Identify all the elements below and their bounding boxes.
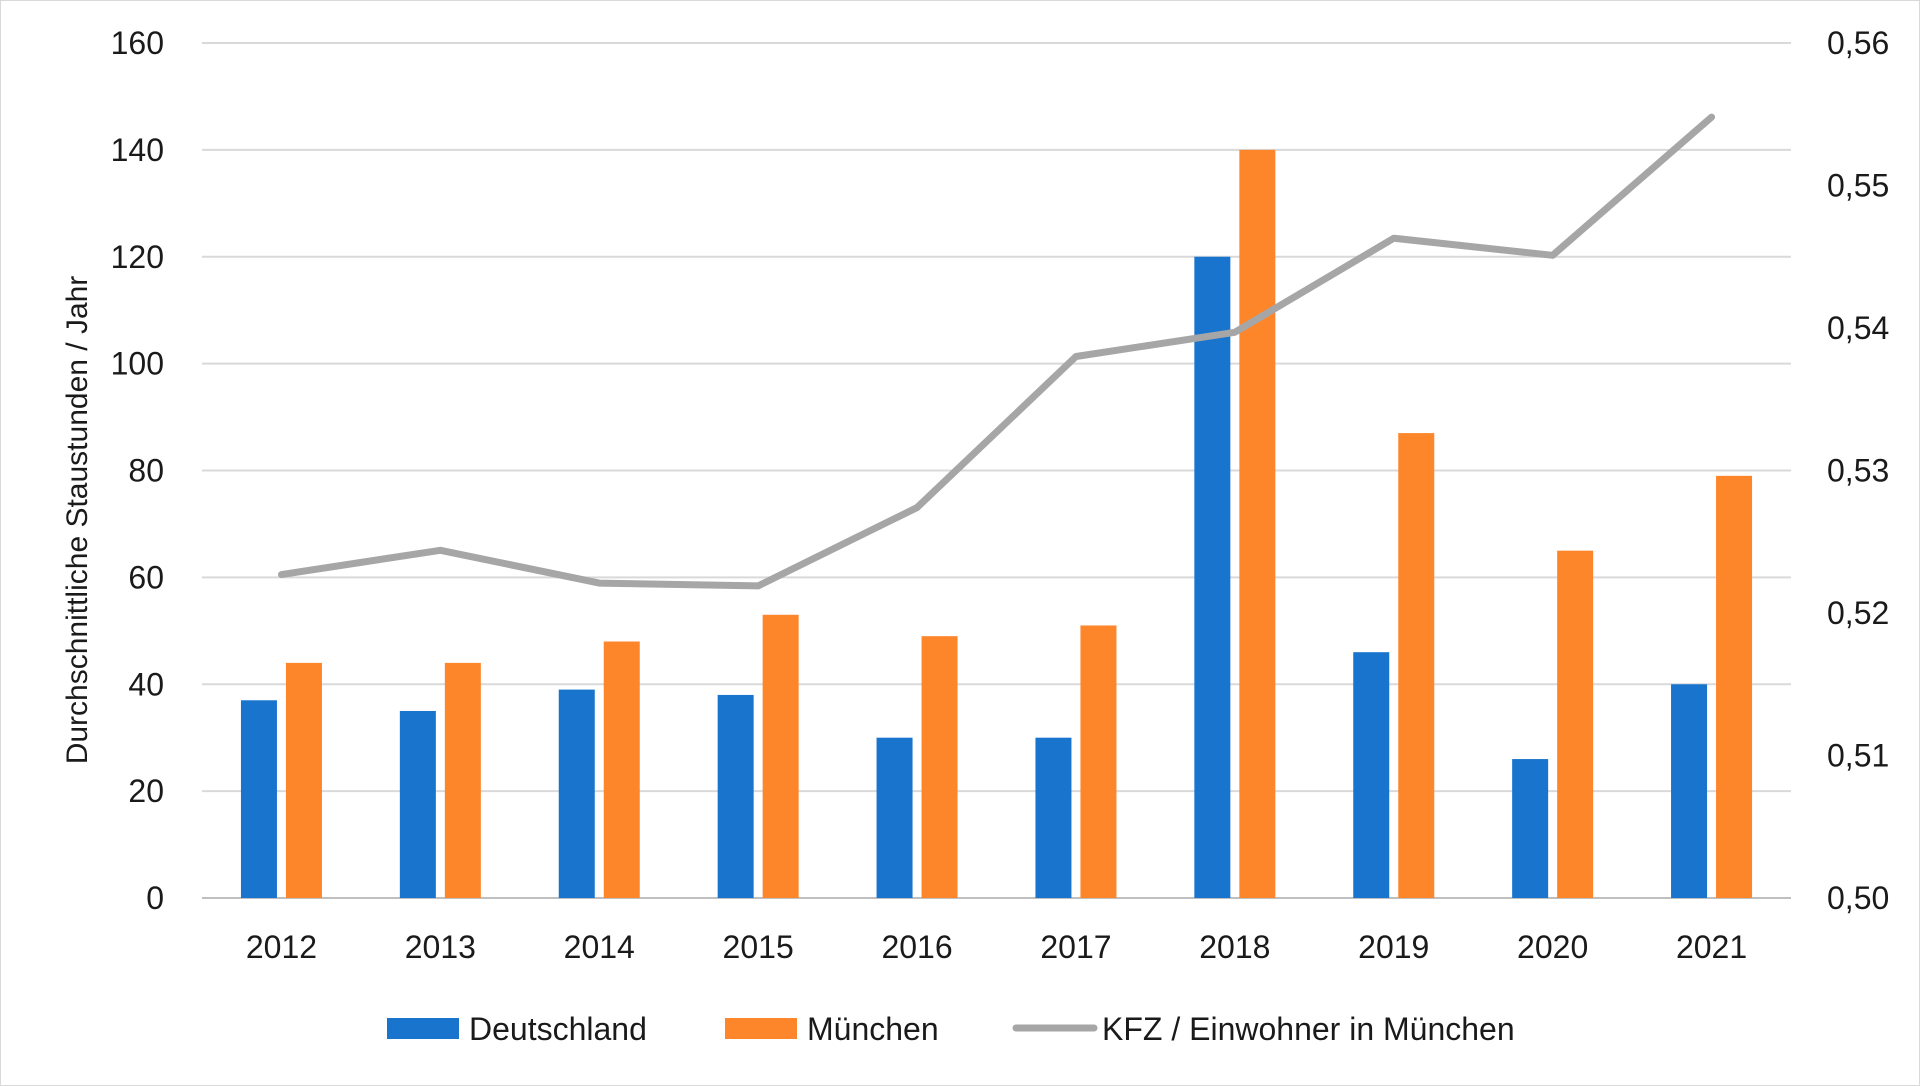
- x-tick-label: 2020: [1517, 929, 1588, 965]
- bar-deutschland: [558, 689, 595, 898]
- x-tick-label: 2019: [1358, 929, 1429, 965]
- y-tick-label: 140: [111, 132, 164, 168]
- line-kfz-einwohner: [277, 113, 1716, 590]
- y-axis-left-ticks: 0 20 40 60 80 100 120 140 160: [111, 25, 164, 916]
- x-tick-label: 2015: [723, 929, 794, 965]
- x-tick-label: 2013: [405, 929, 476, 965]
- y-axis-title: Durchschnittliche Staustunden / Jahr: [61, 276, 94, 765]
- bar-deutschland: [876, 737, 913, 898]
- x-axis-ticks: 2012 2013 2014 2015 2016 2017 2018 2019 2020 2021: [246, 929, 1747, 965]
- legend-label: Deutschland: [469, 1011, 647, 1047]
- x-tick-label: 2017: [1040, 929, 1111, 965]
- legend-label: KFZ / Einwohner in München: [1102, 1011, 1515, 1047]
- bar-deutschland: [1512, 759, 1549, 898]
- y-tick-label: 40: [128, 666, 164, 702]
- bar-muenchen: [1080, 625, 1117, 898]
- bar-muenchen: [1557, 550, 1594, 898]
- y-tick-label: 100: [111, 346, 164, 382]
- y-tick-label: 80: [128, 453, 164, 489]
- bar-muenchen: [1398, 433, 1435, 898]
- bar-deutschland: [240, 700, 277, 898]
- y2-tick-label: 0,53: [1827, 453, 1889, 489]
- bar-deutschland: [717, 694, 754, 898]
- bar-deutschland: [1194, 256, 1231, 898]
- legend-swatch: [725, 1018, 797, 1039]
- bars: [240, 149, 1753, 898]
- bar-muenchen: [603, 641, 640, 898]
- bar-muenchen: [762, 614, 799, 898]
- bar-muenchen: [444, 662, 481, 898]
- legend-label: München: [807, 1011, 939, 1047]
- x-tick-label: 2012: [246, 929, 317, 965]
- y2-tick-label: 0,50: [1827, 880, 1889, 916]
- x-tick-label: 2018: [1199, 929, 1270, 965]
- gridlines: [202, 42, 1791, 899]
- bar-muenchen: [1716, 475, 1753, 898]
- x-tick-label: 2016: [881, 929, 952, 965]
- x-tick-label: 2014: [564, 929, 635, 965]
- bar-deutschland: [399, 710, 436, 898]
- bar-deutschland: [1035, 737, 1072, 898]
- y2-tick-label: 0,55: [1827, 168, 1889, 204]
- y2-tick-label: 0,56: [1827, 25, 1889, 61]
- bar-muenchen: [1239, 149, 1276, 898]
- y-tick-label: 20: [128, 773, 164, 809]
- y-axis-right-ticks: 0,50 0,51 0,52 0,53 0,54 0,55 0,56: [1827, 25, 1889, 916]
- y2-tick-label: 0,52: [1827, 595, 1889, 631]
- bar-muenchen: [285, 662, 322, 898]
- line-series: [277, 113, 1716, 590]
- y-tick-label: 120: [111, 239, 164, 275]
- legend: Deutschland München KFZ / Einwohner in Mün…: [387, 1011, 1515, 1047]
- y-tick-label: 160: [111, 25, 164, 61]
- legend-swatch: [387, 1018, 459, 1039]
- y-tick-label: 60: [128, 559, 164, 595]
- y-tick-label: 0: [146, 880, 164, 916]
- y2-tick-label: 0,54: [1827, 310, 1889, 346]
- x-tick-label: 2021: [1676, 929, 1747, 965]
- bar-deutschland: [1353, 652, 1390, 898]
- y2-tick-label: 0,51: [1827, 738, 1889, 774]
- bar-deutschland: [1671, 684, 1708, 898]
- bar-muenchen: [921, 636, 958, 898]
